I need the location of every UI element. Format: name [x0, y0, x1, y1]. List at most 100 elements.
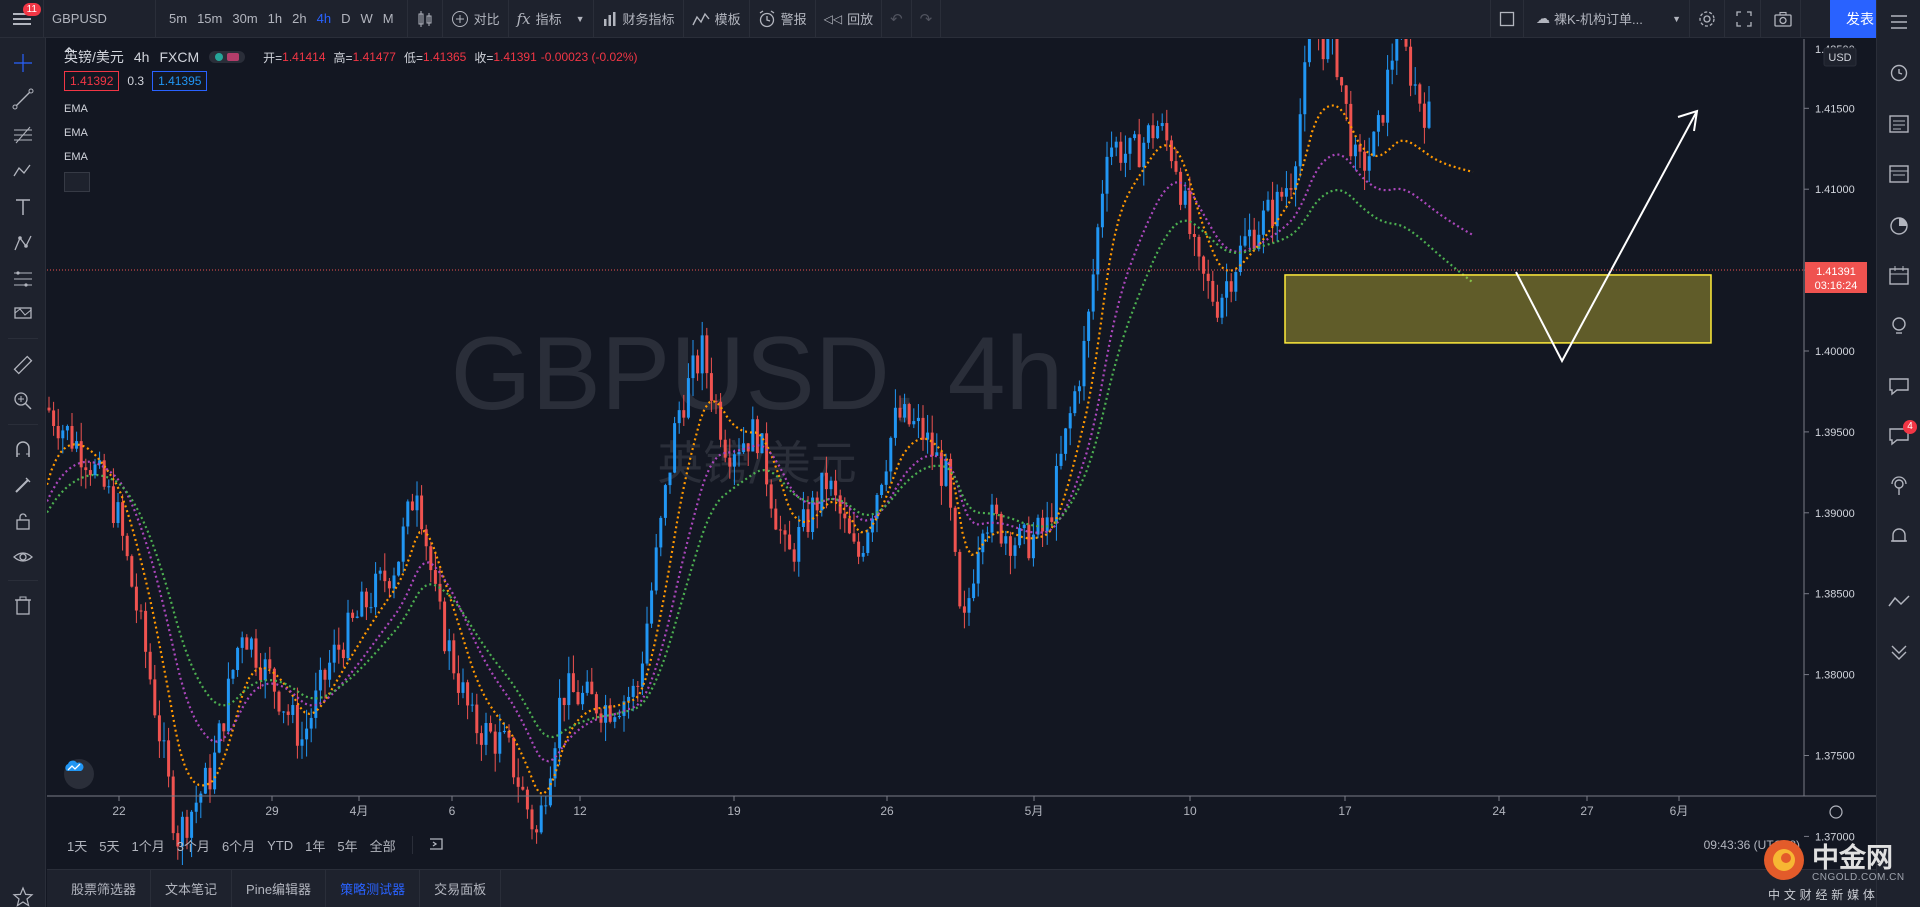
undo-button[interactable]: ↶	[882, 0, 912, 38]
range-ytd[interactable]: YTD	[267, 837, 294, 853]
icons-tool[interactable]	[12, 302, 34, 324]
time-axis[interactable]: 22 29 4月 6 12 19 26 5月 10 17 24 27 6月	[112, 796, 1688, 818]
axis-settings-button[interactable]	[1829, 805, 1843, 819]
favorites-tool[interactable]	[12, 886, 34, 907]
streams-icon[interactable]	[1887, 474, 1911, 498]
alert-button[interactable]: 警报	[750, 0, 816, 38]
range-all[interactable]: 全部	[369, 838, 396, 854]
interval-5m[interactable]: 5m	[169, 11, 188, 26]
candle-body	[645, 623, 649, 664]
main-menu-button[interactable]: 11	[0, 0, 44, 38]
messages-badge: 4	[1903, 420, 1917, 434]
news-icon[interactable]	[1887, 112, 1911, 136]
ema-slow-line[interactable]	[47, 189, 1474, 739]
sell-price-button[interactable]: 1.41392	[64, 71, 120, 91]
chat-icon[interactable]	[1887, 374, 1911, 398]
goto-date-button[interactable]	[423, 837, 449, 854]
ruler-tool[interactable]	[12, 354, 34, 376]
chart-type-button[interactable]	[408, 0, 443, 38]
indicators-button[interactable]: 𝑓x 指标 ▼	[509, 0, 594, 38]
tab-pine-editor[interactable]: Pine编辑器	[232, 869, 327, 907]
layout-toggle-button[interactable]	[1490, 0, 1524, 38]
snapshot-button[interactable]	[1766, 0, 1801, 38]
details-icon[interactable]	[1887, 162, 1911, 186]
fib-tool[interactable]	[12, 124, 34, 146]
support-zone-rectangle[interactable]	[1284, 274, 1712, 344]
forecast-tool[interactable]	[12, 268, 34, 290]
fullscreen-button[interactable]	[1728, 0, 1761, 38]
watchlist-icon[interactable]	[1887, 10, 1911, 34]
interval-m[interactable]: M	[382, 11, 394, 26]
zoom-tool[interactable]	[12, 390, 34, 412]
interval-d[interactable]: D	[341, 11, 351, 26]
symbol-legend-row[interactable]: 英镑/美元 4h FXCM 开= 1.41414 高= 1.41477 低= 1.41…	[64, 47, 638, 67]
pattern-tool[interactable]	[12, 160, 34, 182]
candle-body	[714, 400, 718, 402]
range-5d[interactable]: 5天	[99, 838, 120, 854]
candle-body	[1321, 39, 1325, 60]
projection-path[interactable]	[1515, 110, 1698, 364]
interval-2h[interactable]: 2h	[292, 11, 307, 26]
indicator-list: EMA EMA EMA	[64, 97, 638, 169]
remove-drawings-tool[interactable]	[12, 594, 34, 616]
calendar-icon[interactable]	[1887, 264, 1911, 288]
interval-4h[interactable]: 4h	[316, 11, 332, 26]
candle-body	[1050, 517, 1054, 522]
interval-15m[interactable]: 15m	[197, 11, 223, 26]
candle-body	[1183, 190, 1187, 205]
chart-pane[interactable]: GBPUSD, 4h 英镑/美元 1.430001.425001.420001.…	[47, 39, 1876, 907]
financials-button[interactable]: 财务指标	[594, 0, 684, 38]
magnet-tool[interactable]	[12, 438, 34, 460]
candle-body	[387, 581, 391, 589]
candle-body	[226, 678, 230, 732]
symbol-search[interactable]: GBPUSD	[44, 0, 156, 38]
lock-drawings-tool[interactable]	[12, 510, 34, 532]
compare-button[interactable]: 对比	[443, 0, 509, 38]
replay-button[interactable]: ◁◁ 回放	[816, 0, 883, 38]
text-tool[interactable]	[12, 196, 34, 218]
range-1d[interactable]: 1天	[67, 838, 88, 854]
tab-strategy-tester[interactable]: 策略测试器	[326, 869, 421, 907]
candle-body	[525, 789, 529, 810]
bell-icon[interactable]	[1887, 524, 1911, 548]
currency-label-box[interactable]	[1823, 47, 1857, 67]
candle-body	[622, 701, 626, 716]
pulse-icon[interactable]	[1887, 590, 1911, 614]
settings-button[interactable]	[1690, 0, 1725, 38]
range-1m[interactable]: 1个月	[131, 838, 165, 854]
ema-legend-3[interactable]: EMA	[64, 151, 88, 163]
node-tool[interactable]	[12, 232, 34, 254]
range-5y[interactable]: 5年	[337, 838, 358, 854]
time-tick-label: 12	[573, 804, 587, 818]
interval-1h[interactable]: 1h	[267, 11, 283, 26]
layout-name-dropdown[interactable]: ☁ 裸K-机构订单... ▼	[1528, 0, 1690, 38]
collapse-legend-button[interactable]	[64, 47, 90, 192]
range-1y[interactable]: 1年	[305, 838, 326, 854]
hide-drawings-tool[interactable]	[12, 546, 34, 568]
tab-trading-panel[interactable]: 交易面板	[420, 869, 502, 907]
candle-body	[1413, 84, 1417, 86]
buy-price-button[interactable]: 1.41395	[152, 71, 208, 91]
tab-text-notes[interactable]: 文本笔记	[151, 869, 233, 907]
redo-button[interactable]: ↷	[912, 0, 942, 38]
chevron-right-icon[interactable]	[1887, 640, 1911, 664]
chart-canvas[interactable]: GBPUSD, 4h 英镑/美元 1.430001.425001.420001.…	[47, 39, 1876, 907]
interval-w[interactable]: W	[360, 11, 373, 26]
tab-stock-screener[interactable]: 股票筛选器	[47, 869, 152, 907]
alarm-clock-icon[interactable]	[1887, 60, 1911, 84]
tradingview-logo-button[interactable]	[64, 759, 94, 789]
templates-button[interactable]: 模板	[684, 0, 750, 38]
interval-30m[interactable]: 30m	[232, 11, 258, 26]
range-3m[interactable]: 3个月	[176, 838, 210, 854]
hotlist-icon[interactable]	[1887, 214, 1911, 238]
ema-legend-2[interactable]: EMA	[64, 127, 88, 139]
crosshair-tool[interactable]	[12, 52, 34, 74]
trend-line-tool[interactable]	[12, 88, 34, 110]
ema-mid-line[interactable]	[47, 153, 1474, 763]
ema-fast-line[interactable]	[47, 104, 1474, 795]
ema-legend-1[interactable]: EMA	[64, 103, 88, 115]
candle-body	[456, 673, 460, 693]
ideas-icon[interactable]	[1887, 314, 1911, 338]
stay-drawing-tool[interactable]	[12, 474, 34, 496]
range-6m[interactable]: 6个月	[221, 838, 256, 854]
